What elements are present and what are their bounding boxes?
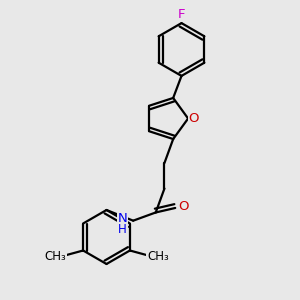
Text: F: F <box>178 8 185 21</box>
Text: CH₃: CH₃ <box>147 250 169 263</box>
Text: CH₃: CH₃ <box>44 250 66 263</box>
Text: O: O <box>188 112 199 125</box>
Text: N: N <box>118 212 128 225</box>
Text: O: O <box>178 200 189 213</box>
Text: H: H <box>118 223 127 236</box>
